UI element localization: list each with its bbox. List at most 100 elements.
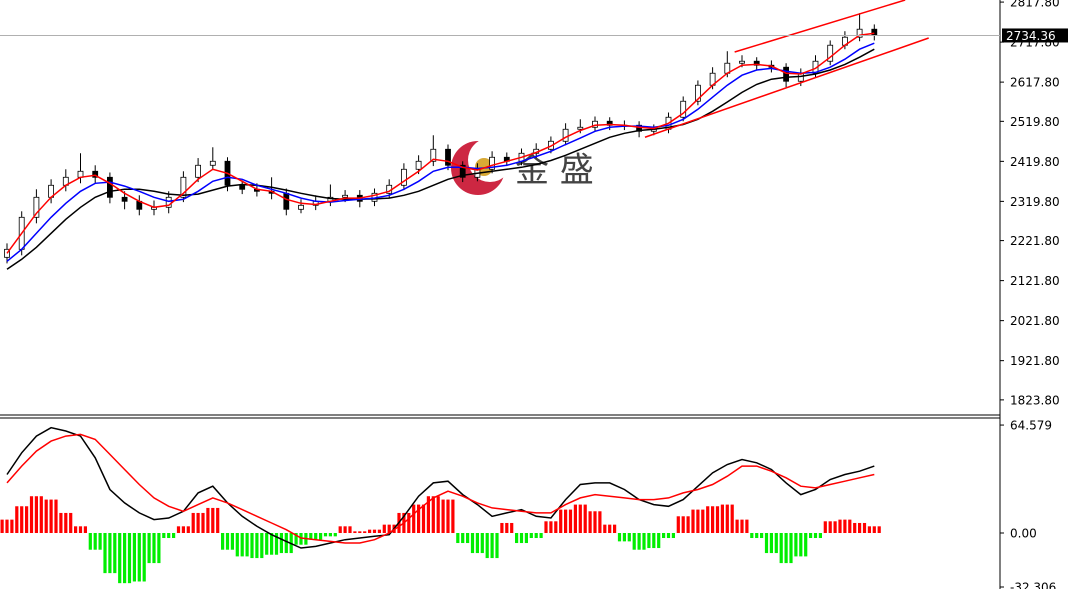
histogram-bar bbox=[250, 533, 254, 559]
histogram-bar bbox=[862, 522, 867, 534]
histogram-bar bbox=[549, 521, 553, 534]
histogram-bar bbox=[235, 533, 239, 557]
histogram-bar bbox=[740, 519, 744, 534]
candle-body bbox=[430, 148, 437, 162]
histogram-bar bbox=[872, 526, 876, 534]
candle-body bbox=[562, 128, 569, 142]
candle-body bbox=[753, 60, 760, 66]
y-tick-label: 0.00 bbox=[1010, 527, 1037, 541]
trend-line bbox=[734, 0, 906, 53]
histogram-bar bbox=[172, 533, 176, 539]
macd-line bbox=[6, 433, 875, 544]
y-tick-label: 1921.80 bbox=[1010, 354, 1060, 368]
histogram-bar bbox=[431, 496, 435, 534]
histogram-bar bbox=[162, 533, 166, 539]
histogram-bar bbox=[676, 516, 680, 534]
histogram-bar bbox=[54, 499, 58, 534]
histogram-bar bbox=[564, 509, 568, 534]
histogram-bar bbox=[804, 533, 808, 557]
histogram-bar bbox=[701, 509, 705, 534]
histogram-bar bbox=[191, 512, 195, 534]
candle-body bbox=[606, 120, 613, 126]
histogram-bar bbox=[436, 496, 440, 534]
histogram-bar bbox=[515, 533, 519, 544]
histogram-bar bbox=[657, 533, 661, 549]
histogram-bar bbox=[181, 526, 185, 534]
histogram-bar bbox=[510, 522, 514, 534]
candle-body bbox=[92, 170, 99, 178]
candle-body bbox=[209, 160, 216, 166]
candle-body bbox=[739, 60, 745, 64]
histogram-bar bbox=[83, 526, 87, 534]
current-price-label: 2734.36 bbox=[1006, 29, 1056, 43]
histogram-bar bbox=[666, 533, 671, 539]
histogram-bar bbox=[456, 533, 460, 544]
candle-body bbox=[680, 100, 687, 118]
histogram-bar bbox=[652, 533, 656, 549]
histogram-bar bbox=[44, 499, 48, 534]
histogram-bar bbox=[382, 524, 386, 534]
histogram-bar bbox=[25, 506, 29, 534]
histogram-bar bbox=[118, 533, 122, 584]
histogram-bar bbox=[372, 529, 377, 534]
histogram-bar bbox=[500, 522, 504, 534]
histogram-bar bbox=[735, 519, 739, 534]
histogram-bar bbox=[559, 509, 563, 534]
histogram-bar bbox=[505, 522, 509, 534]
candle-body bbox=[489, 156, 496, 170]
trend-line bbox=[644, 37, 929, 138]
histogram-bar bbox=[764, 533, 769, 554]
histogram-bar bbox=[627, 533, 631, 542]
histogram-bar bbox=[10, 519, 14, 534]
histogram-bar bbox=[794, 533, 798, 557]
histogram-bar bbox=[598, 511, 602, 534]
histogram-bar bbox=[774, 533, 778, 554]
candle-body bbox=[180, 176, 187, 198]
histogram-bar bbox=[647, 533, 651, 549]
histogram-bar bbox=[696, 509, 700, 534]
histogram-bar bbox=[715, 506, 720, 534]
y-tick-label: 2319.80 bbox=[1010, 195, 1060, 209]
histogram-bar bbox=[539, 533, 543, 539]
histogram-bar bbox=[799, 533, 803, 557]
histogram-bar bbox=[686, 516, 690, 534]
histogram-bar bbox=[299, 533, 303, 545]
moving-average bbox=[6, 32, 875, 254]
histogram-bar bbox=[519, 533, 524, 544]
histogram-bar bbox=[157, 533, 161, 564]
histogram-bar bbox=[524, 533, 528, 544]
histogram-bar bbox=[123, 533, 127, 584]
histogram-bar bbox=[691, 509, 695, 534]
candle-body bbox=[827, 44, 834, 62]
histogram-bar bbox=[534, 533, 538, 539]
histogram-bar bbox=[789, 533, 793, 564]
histogram-bar bbox=[823, 521, 827, 534]
histogram-bar bbox=[662, 533, 666, 539]
histogram-bar bbox=[309, 533, 313, 540]
histogram-bar bbox=[93, 533, 97, 550]
candle-body bbox=[415, 160, 422, 170]
histogram-bar bbox=[809, 533, 813, 539]
y-tick-label: 2817.80 bbox=[1010, 0, 1060, 10]
histogram-bar bbox=[451, 499, 455, 534]
histogram-bar bbox=[554, 521, 558, 534]
histogram-bar bbox=[750, 533, 754, 539]
histogram-bar bbox=[230, 533, 234, 550]
y-tick-label: 1823.80 bbox=[1010, 393, 1060, 407]
histogram-bar bbox=[69, 512, 73, 534]
histogram-bar bbox=[593, 511, 597, 534]
histogram-bar bbox=[343, 526, 347, 534]
watermark-text: 金 盛 bbox=[515, 151, 594, 191]
histogram-bar bbox=[29, 496, 34, 534]
histogram-bar bbox=[725, 504, 729, 534]
histogram-bar bbox=[323, 533, 328, 537]
histogram-bar bbox=[147, 533, 151, 564]
y-tick-label: 2021.80 bbox=[1010, 314, 1060, 328]
histogram-bar bbox=[49, 499, 53, 534]
histogram-bar bbox=[838, 519, 842, 534]
histogram-bar bbox=[108, 533, 112, 574]
histogram-bar bbox=[529, 533, 533, 539]
histogram-bar bbox=[818, 533, 822, 539]
current-price-box bbox=[1002, 28, 1068, 43]
